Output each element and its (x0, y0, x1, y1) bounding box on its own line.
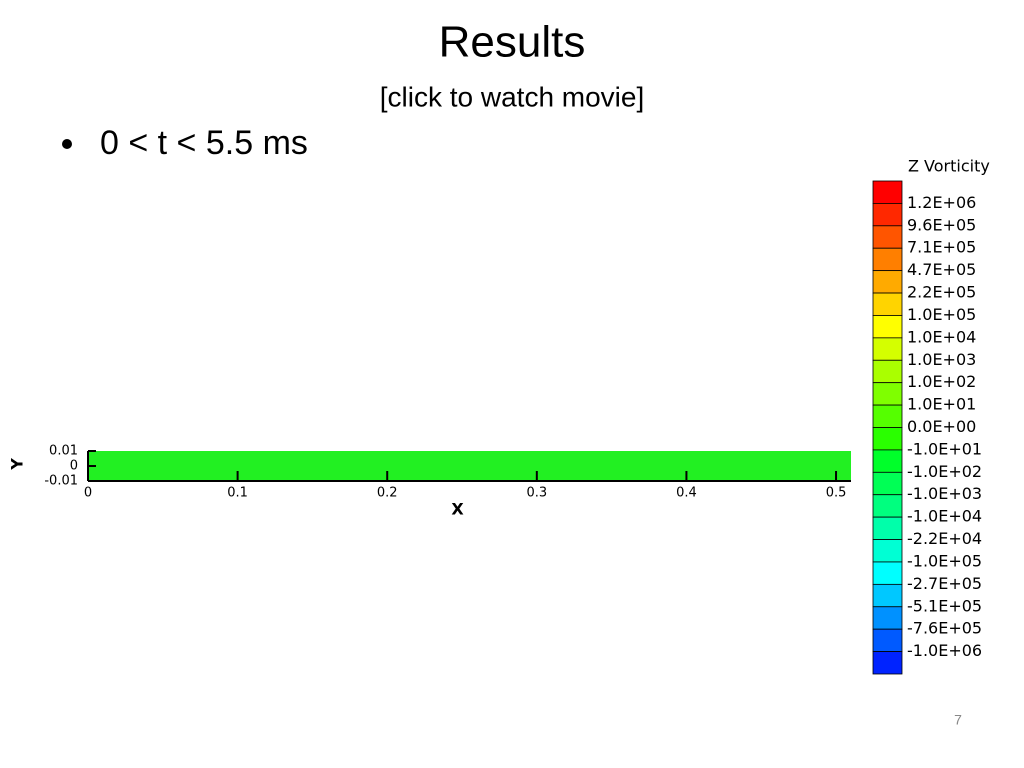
color-swatch (872, 292, 903, 316)
colorbar-label: -2.2E+04 (907, 529, 982, 548)
colorbar-label: 7.1E+05 (907, 238, 976, 257)
color-swatch (872, 225, 903, 249)
bullet-text: 0 < t < 5.5 ms (100, 124, 308, 162)
color-swatch (872, 427, 903, 451)
colorbar-label: 1.2E+06 (907, 193, 976, 212)
colorbar-label: -1.0E+03 (907, 484, 982, 503)
color-swatch (872, 382, 903, 406)
colorbar-label: -1.0E+05 (907, 551, 982, 570)
x-tick-label: 0.4 (676, 486, 697, 501)
colorbar-label: 2.2E+05 (907, 283, 976, 302)
colorbar-label: 1.0E+01 (907, 395, 976, 414)
color-swatch (872, 628, 903, 652)
colorbar-label: -1.0E+04 (907, 507, 982, 526)
page-number: 7 (954, 712, 962, 728)
color-swatch (872, 247, 903, 272)
color-swatch (872, 471, 903, 496)
color-swatch (872, 203, 903, 227)
colorbar-label: 1.0E+03 (907, 350, 976, 369)
color-swatch (872, 494, 903, 518)
x-tick-label: 0 (84, 486, 92, 501)
slide-title: Results (439, 18, 586, 67)
color-swatch (872, 337, 903, 361)
x-tick-label: 0.5 (826, 486, 847, 501)
y-tick-label: -0.01 (44, 474, 78, 489)
colorbar-label: 1.0E+05 (907, 305, 976, 324)
colorbar-label: 9.6E+05 (907, 215, 976, 234)
color-swatch (872, 270, 903, 294)
movie-link[interactable]: [click to watch movie] (380, 81, 645, 112)
y-tick-label: 0.01 (49, 444, 78, 459)
colorbar-label: 4.7E+05 (907, 260, 976, 279)
bullet-dot (62, 139, 72, 149)
colorbar-label: -1.0E+01 (907, 439, 982, 458)
colorbar-label: -7.6E+05 (907, 619, 982, 638)
color-swatch (872, 583, 903, 608)
y-axis-label: Y (8, 458, 27, 471)
field (88, 451, 851, 481)
color-swatch (872, 606, 903, 630)
color-swatch (872, 516, 903, 540)
color-swatch (872, 359, 903, 384)
color-swatch (872, 449, 903, 473)
y-tick-label: 0 (70, 459, 78, 474)
colorbar-label: 1.0E+02 (907, 372, 976, 391)
x-tick-label: 0.1 (227, 486, 248, 501)
color-swatch (872, 180, 903, 204)
colorbar-label: -2.7E+05 (907, 574, 982, 593)
color-swatch (872, 561, 903, 585)
colorbar-label: -5.1E+05 (907, 596, 982, 615)
x-tick-label: 0.3 (526, 486, 547, 501)
colorbar-label: -1.0E+02 (907, 462, 982, 481)
color-swatch (872, 404, 903, 428)
colorbar-label: 1.0E+04 (907, 327, 976, 346)
colorbar-label: 0.0E+00 (907, 417, 976, 436)
colorbar-label: -1.0E+06 (907, 641, 982, 660)
colorbar: Z Vorticity 1.2E+06 9.6E+05 7.1E+05 4.7E+05 2… (872, 157, 990, 675)
x-axis-label: X (451, 500, 464, 519)
color-swatch (872, 315, 903, 339)
x-tick-label: 0.2 (377, 486, 398, 501)
colorbar-title: Z Vorticity (908, 157, 990, 176)
color-swatch (872, 539, 903, 563)
color-swatch (872, 651, 903, 675)
